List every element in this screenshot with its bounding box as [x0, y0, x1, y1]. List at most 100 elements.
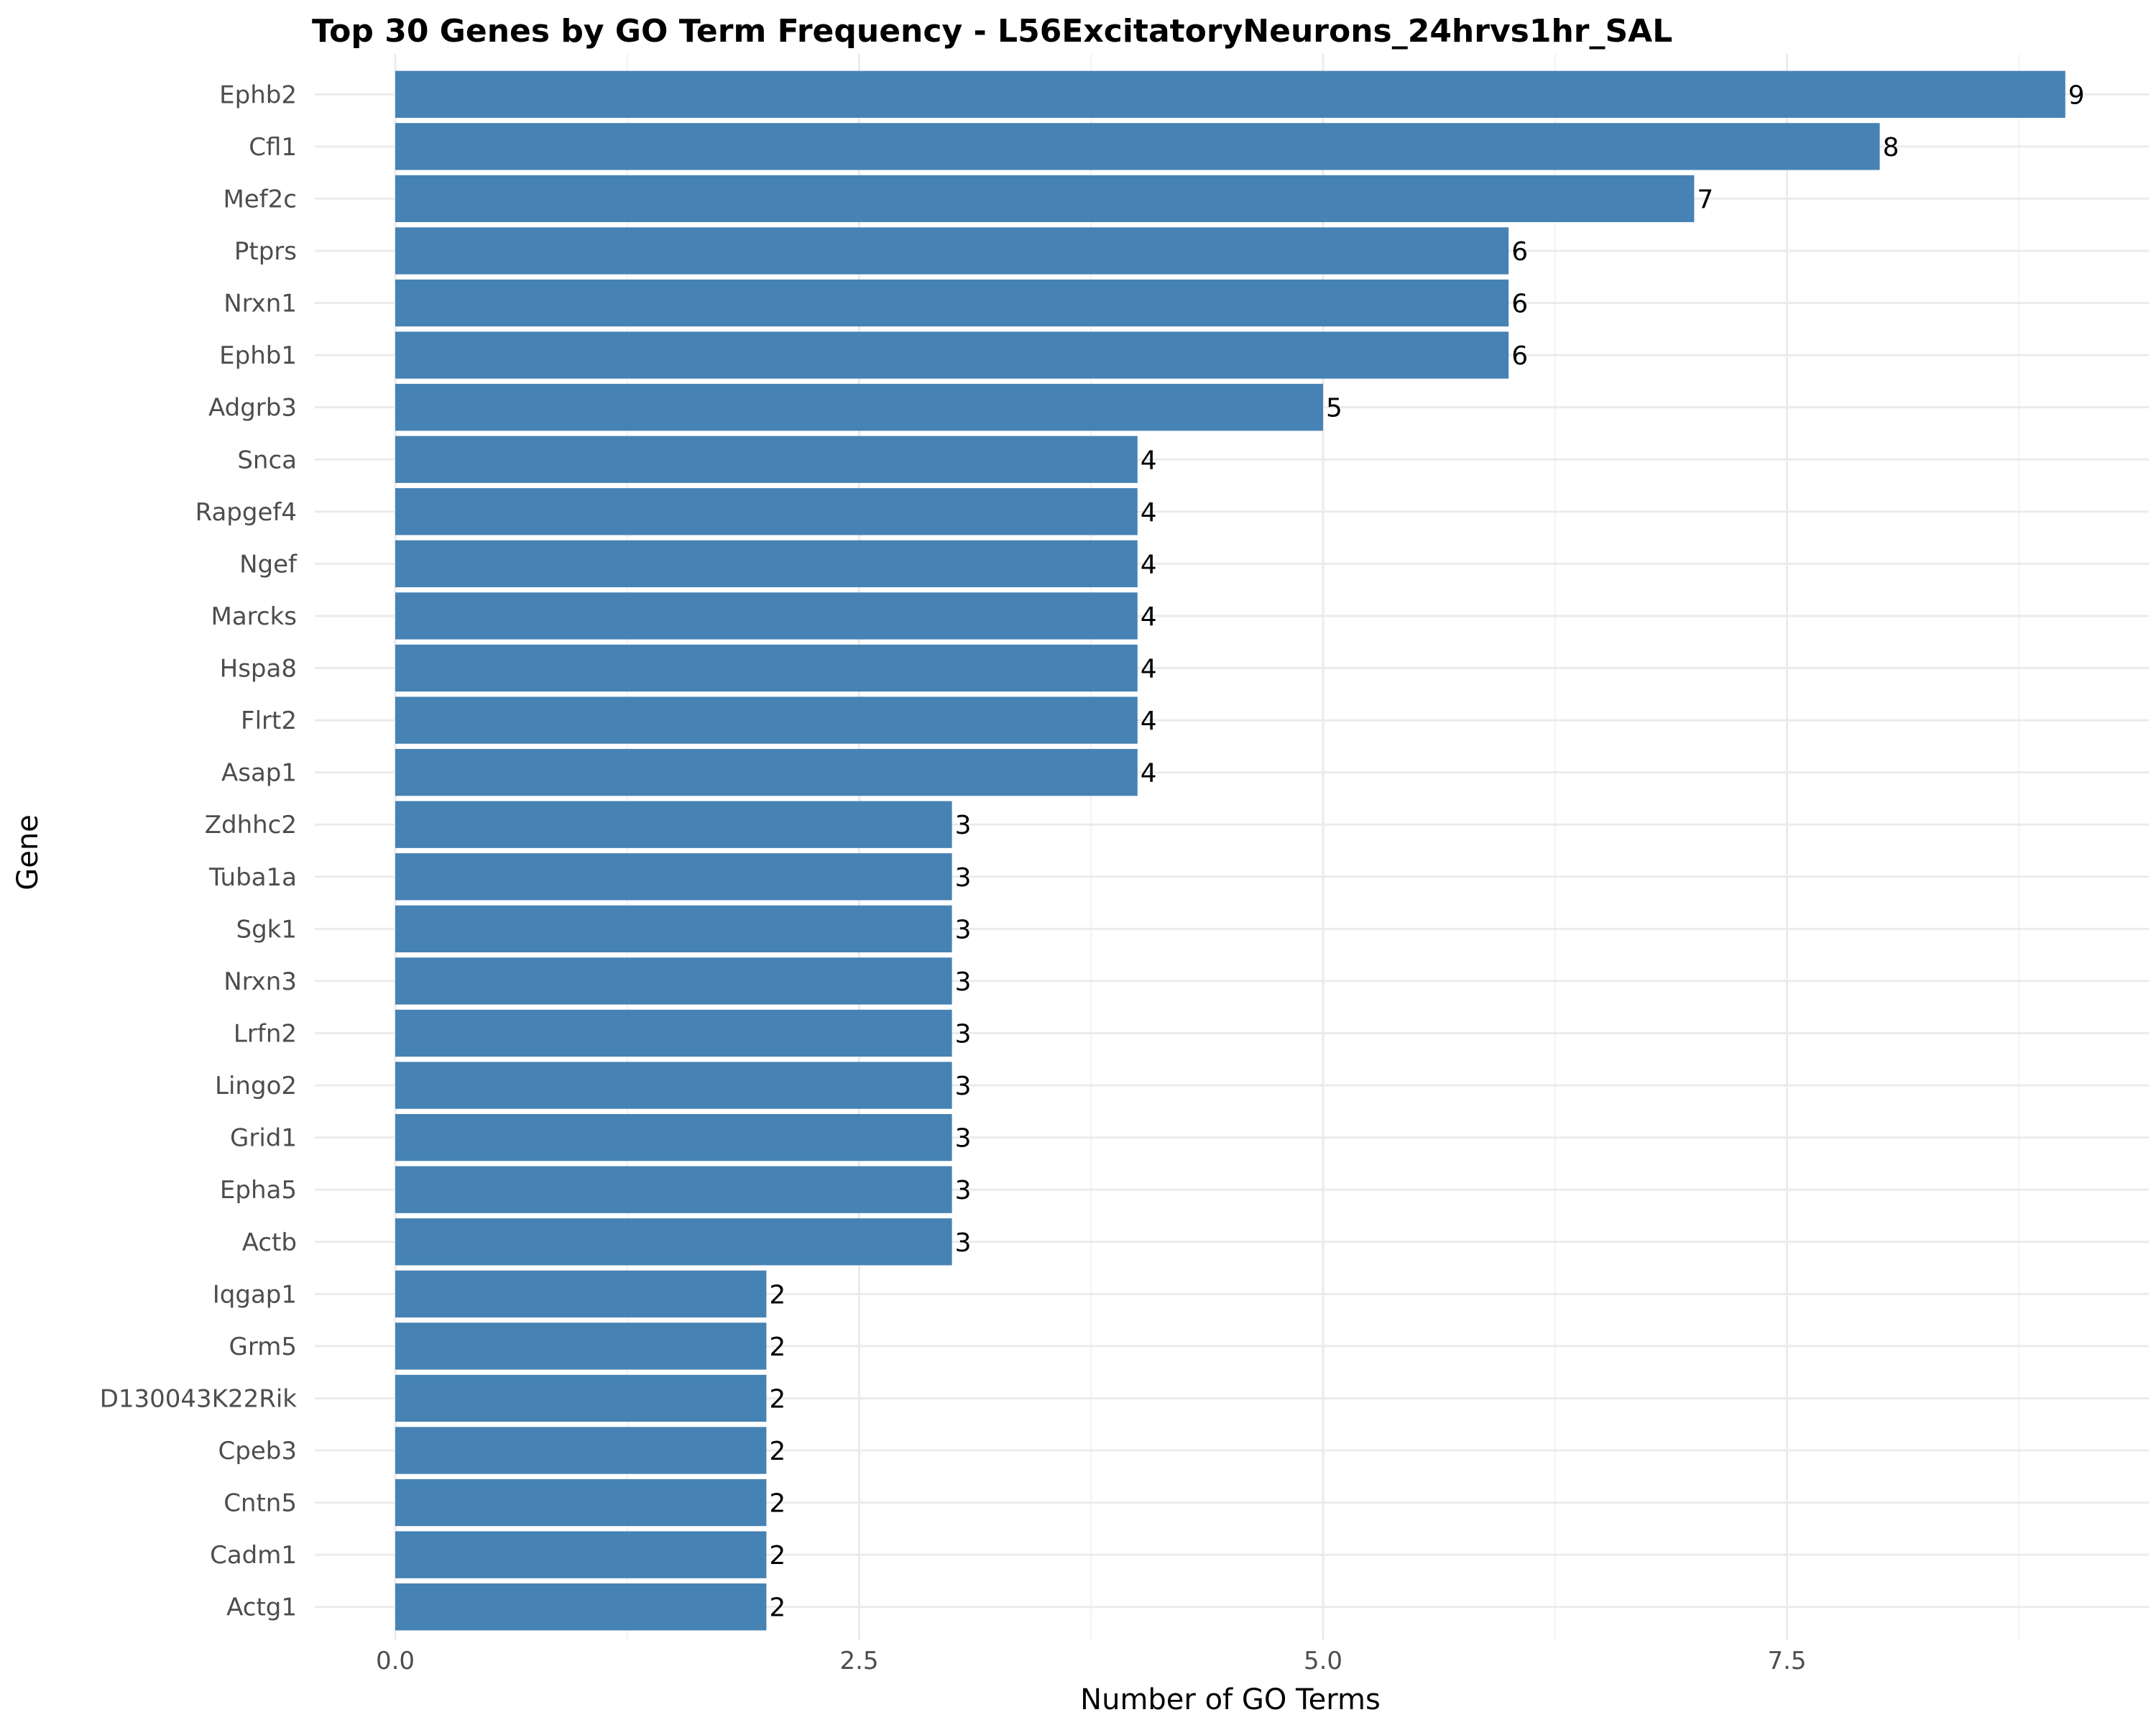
y-tick-label-Lingo2: Lingo2	[215, 1072, 297, 1100]
bar-Ptprs	[395, 227, 1509, 275]
bar-Lrfn2	[395, 1009, 952, 1057]
y-tick-label-D130043K22Rik: D130043K22Rik	[100, 1384, 298, 1413]
y-tick-label-Snca: Snca	[237, 446, 297, 474]
y-tick-label-Grm5: Grm5	[229, 1333, 297, 1361]
data-label-Lingo2: 3	[955, 1072, 972, 1101]
y-tick-label-Iqgap1: Iqgap1	[213, 1280, 297, 1309]
bar-D130043K22Rik	[395, 1374, 767, 1422]
x-tick-label: 2.5	[839, 1647, 878, 1675]
y-tick-label-Lrfn2: Lrfn2	[234, 1019, 297, 1048]
bar-Cadm1	[395, 1531, 767, 1578]
bar-Hspa8	[395, 644, 1138, 692]
y-tick-label-Mef2c: Mef2c	[223, 185, 297, 213]
y-tick-label-Epha5: Epha5	[220, 1176, 297, 1205]
data-label-Cpeb3: 2	[769, 1437, 786, 1466]
y-tick-label-Grid1: Grid1	[230, 1124, 297, 1153]
data-label-Nrxn3: 3	[955, 967, 972, 997]
y-tick-label-Rapgef4: Rapgef4	[195, 498, 297, 527]
bar-Iqgap1	[395, 1270, 767, 1317]
y-tick-label-Cpeb3: Cpeb3	[218, 1437, 297, 1466]
data-label-Cfl1: 8	[1883, 133, 1899, 162]
data-label-layer: 9 8 7 6 6 6 5 4 4 4 4 4 4 4 3 3 3 3 3 3 3 3 3 2 2 2 2 2 2 2	[769, 80, 2084, 1622]
x-tick-label: 7.5	[1767, 1647, 1806, 1675]
bar-Sgk1	[395, 905, 952, 953]
data-label-Hspa8: 4	[1141, 655, 1157, 684]
y-tick-label-Tuba1a: Tuba1a	[208, 863, 297, 892]
bar-Rapgef4	[395, 488, 1138, 535]
data-label-Actg1: 2	[769, 1593, 786, 1623]
bar-Adgrb3	[395, 384, 1323, 431]
data-label-Flrt2: 4	[1141, 707, 1157, 736]
data-label-Grm5: 2	[769, 1333, 786, 1362]
y-tick-label-Zdhhc2: Zdhhc2	[205, 811, 297, 840]
data-label-Lrfn2: 3	[955, 1019, 972, 1049]
data-label-Ephb2: 9	[2068, 80, 2085, 110]
bar-Grid1	[395, 1113, 952, 1162]
y-tick-label-Ptprs: Ptprs	[234, 237, 297, 266]
data-label-Nrxn1: 6	[1511, 290, 1528, 319]
bar-Actb	[395, 1218, 952, 1266]
y-tick-label-Cfl1: Cfl1	[249, 133, 297, 162]
data-label-Snca: 4	[1141, 446, 1157, 475]
data-label-Epha5: 3	[955, 1176, 972, 1205]
y-tick-label-Hspa8: Hspa8	[220, 655, 297, 684]
y-tick-label-Nrxn1: Nrxn1	[224, 290, 297, 318]
bar-Cfl1	[395, 123, 1880, 170]
bar-Grm5	[395, 1322, 767, 1370]
bar-Ngef	[395, 540, 1138, 588]
bar-Zdhhc2	[395, 801, 952, 848]
bar-Nrxn3	[395, 957, 952, 1005]
x-tick-label: 5.0	[1304, 1647, 1342, 1675]
bar-Epha5	[395, 1166, 952, 1213]
y-axis-title: Gene	[11, 814, 45, 891]
data-label-Marcks: 4	[1141, 602, 1157, 632]
data-label-Actb: 3	[955, 1228, 972, 1258]
y-tick-layer: Ephb2 Cfl1 Mef2c Ptprs Nrxn1 Ephb1 Adgrb3 Snca R…	[100, 80, 298, 1622]
y-tick-label-Asap1: Asap1	[221, 759, 297, 788]
data-label-Adgrb3: 5	[1326, 394, 1342, 423]
bar-Actg1	[395, 1583, 767, 1631]
data-label-Sgk1: 3	[955, 915, 972, 944]
x-axis-title: Number of GO Terms	[1080, 1683, 1381, 1716]
data-label-Ephb1: 6	[1511, 341, 1528, 371]
bar-Asap1	[395, 748, 1138, 796]
x-tick-layer: 0.0 2.5 5.0 7.5	[376, 1647, 1807, 1675]
data-label-Cadm1: 2	[769, 1541, 786, 1570]
data-label-Asap1: 4	[1141, 759, 1157, 788]
bar-Snca	[395, 436, 1138, 483]
y-tick-label-Ephb2: Ephb2	[219, 80, 297, 109]
bar-Tuba1a	[395, 853, 952, 901]
data-label-Ptprs: 6	[1511, 237, 1528, 267]
bar-Cpeb3	[395, 1427, 767, 1474]
bar-Ephb1	[395, 331, 1509, 379]
y-tick-label-Nrxn3: Nrxn3	[224, 967, 297, 996]
y-tick-label-Flrt2: Flrt2	[241, 707, 297, 735]
y-tick-label-Marcks: Marcks	[211, 602, 298, 631]
y-tick-label-Ngef: Ngef	[239, 550, 298, 579]
bar-Cntn5	[395, 1478, 767, 1527]
bar-Lingo2	[395, 1062, 952, 1109]
data-label-Cntn5: 2	[769, 1489, 786, 1519]
y-tick-label-Actg1: Actg1	[226, 1593, 297, 1622]
bar-Flrt2	[395, 696, 1138, 744]
y-tick-label-Adgrb3: Adgrb3	[208, 394, 297, 423]
y-tick-label-Sgk1: Sgk1	[236, 915, 298, 944]
bar-Mef2c	[395, 175, 1695, 223]
y-tick-label-Actb: Actb	[242, 1228, 297, 1257]
data-label-Tuba1a: 3	[955, 863, 972, 893]
bar-layer	[395, 70, 2065, 1631]
y-tick-label-Cntn5: Cntn5	[224, 1489, 297, 1518]
data-label-Ngef: 4	[1141, 550, 1157, 579]
chart-title: Top 30 Genes by GO Term Frequency - L56E…	[312, 13, 1672, 50]
data-label-Rapgef4: 4	[1141, 498, 1157, 528]
x-tick-label: 0.0	[376, 1647, 415, 1675]
data-label-Zdhhc2: 3	[955, 811, 972, 840]
bar-Marcks	[395, 592, 1138, 640]
data-label-Iqgap1: 2	[769, 1280, 786, 1310]
bar-Ephb2	[395, 70, 2065, 118]
data-label-Grid1: 3	[955, 1124, 972, 1154]
data-label-Mef2c: 7	[1697, 185, 1713, 214]
y-tick-label-Ephb1: Ephb1	[219, 341, 297, 370]
y-tick-label-Cadm1: Cadm1	[210, 1541, 297, 1570]
